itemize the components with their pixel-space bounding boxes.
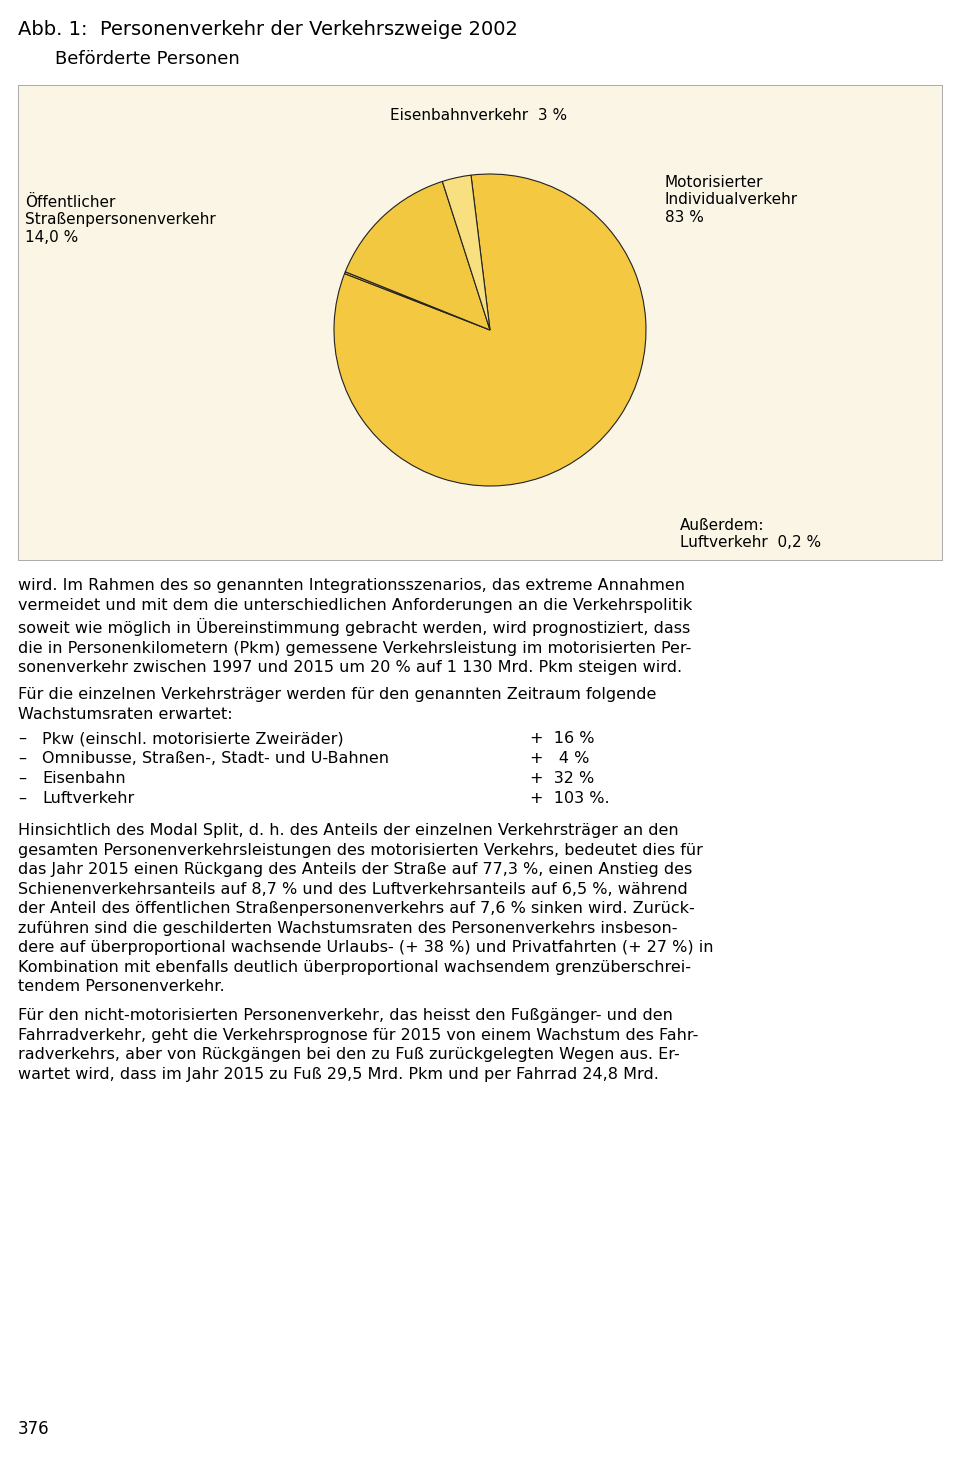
- Wedge shape: [346, 181, 490, 330]
- Wedge shape: [443, 175, 490, 330]
- Text: –: –: [18, 731, 26, 746]
- Wedge shape: [345, 272, 490, 330]
- Text: +  103 %.: + 103 %.: [530, 791, 610, 806]
- Text: wird. Im Rahmen des so genannten Integrationsszenarios, das extreme Annahmen
ver: wird. Im Rahmen des so genannten Integra…: [18, 578, 692, 676]
- Text: 376: 376: [18, 1421, 50, 1438]
- Text: Für den nicht-motorisierten Personenverkehr, das heisst den Fußgänger- und den
F: Für den nicht-motorisierten Personenverk…: [18, 1007, 698, 1082]
- Text: +   4 %: + 4 %: [530, 750, 589, 767]
- Text: Omnibusse, Straßen-, Stadt- und U-Bahnen: Omnibusse, Straßen-, Stadt- und U-Bahnen: [42, 750, 389, 767]
- Text: Öffentlicher
Straßenpersonenverkehr
14,0 %: Öffentlicher Straßenpersonenverkehr 14,0…: [25, 196, 216, 245]
- Text: Beförderte Personen: Beförderte Personen: [55, 50, 240, 69]
- Text: –: –: [18, 750, 26, 767]
- Text: Pkw (einschl. motorisierte Zweiräder): Pkw (einschl. motorisierte Zweiräder): [42, 731, 344, 746]
- Text: Hinsichtlich des Modal Split, d. h. des Anteils der einzelnen Verkehrsträger an : Hinsichtlich des Modal Split, d. h. des …: [18, 823, 713, 994]
- Text: –: –: [18, 791, 26, 806]
- Text: +  32 %: + 32 %: [530, 771, 594, 785]
- Text: –: –: [18, 771, 26, 785]
- Text: Luftverkehr: Luftverkehr: [42, 791, 134, 806]
- Text: Motorisierter
Individualverkehr
83 %: Motorisierter Individualverkehr 83 %: [665, 175, 798, 225]
- Text: Abb. 1:  Personenverkehr der Verkehrszweige 2002: Abb. 1: Personenverkehr der Verkehrszwei…: [18, 20, 517, 39]
- Text: Eisenbahnverkehr  3 %: Eisenbahnverkehr 3 %: [390, 108, 567, 123]
- Text: +  16 %: + 16 %: [530, 731, 594, 746]
- Text: Für die einzelnen Verkehrsträger werden für den genannten Zeitraum folgende
Wach: Für die einzelnen Verkehrsträger werden …: [18, 688, 657, 721]
- Text: Außerdem:
Luftverkehr  0,2 %: Außerdem: Luftverkehr 0,2 %: [680, 518, 821, 550]
- Wedge shape: [334, 174, 646, 486]
- Text: Eisenbahn: Eisenbahn: [42, 771, 126, 785]
